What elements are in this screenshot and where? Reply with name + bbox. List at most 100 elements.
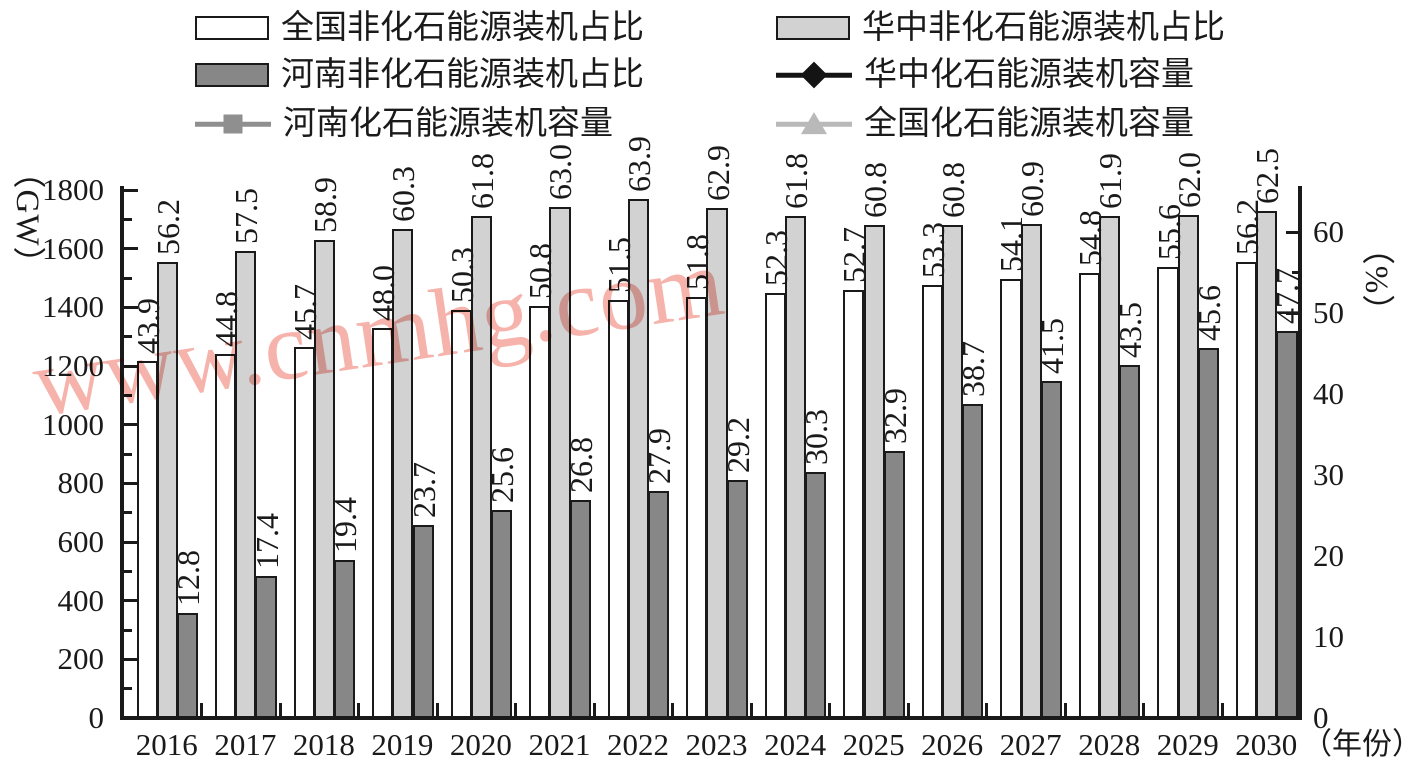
bar-value-label: 52.7 (836, 227, 873, 284)
right-axis-tick-label: 50 (1313, 295, 1344, 330)
x-axis-year-label: 2022 (607, 727, 669, 762)
bar-national-2027 (1000, 278, 1022, 718)
bar-henan-2029 (1197, 347, 1220, 718)
bar-value-label: 60.8 (856, 161, 893, 218)
right-axis-tick-label: 10 (1313, 619, 1344, 654)
bar-value-label: 23.7 (405, 462, 442, 519)
bar-value-label: 60.9 (1013, 160, 1050, 217)
legend-label: 河南化石能源装机容量 (283, 106, 613, 142)
bar-national-2026 (921, 285, 944, 718)
x-axis-year-label: 2023 (685, 727, 748, 762)
bar-national-2028 (1078, 273, 1101, 718)
bar-value-label: 12.8 (170, 550, 206, 607)
bar-value-label: 48.0 (365, 265, 402, 322)
square-icon (223, 114, 243, 134)
x-axis-tick (1142, 703, 1146, 716)
bar-value-label: 45.6 (1190, 284, 1227, 341)
bar-henan-2017 (255, 576, 277, 718)
bar-value-label: 32.9 (876, 387, 913, 444)
x-axis-line (120, 716, 1302, 720)
legend-label: 全国非化石能源装机占比 (281, 10, 644, 46)
bar-national-2025 (843, 290, 865, 718)
left-axis-tick-label: 1200 (42, 348, 104, 383)
x-axis-unit-label: （年份） (1302, 728, 1415, 761)
left-axis-tick-label: 400 (57, 582, 105, 618)
right-axis-tick-label: 60 (1313, 214, 1344, 249)
bar-value-label: 43.9 (129, 298, 166, 355)
bar-national-2023 (686, 297, 708, 718)
left-axis-tick-label: 1600 (42, 230, 104, 266)
bar-value-label: 25.6 (484, 446, 521, 503)
left-axis-major-tick (123, 305, 138, 309)
bar-value-label: 61.8 (778, 153, 815, 210)
left-axis-tick-label: 0 (88, 700, 105, 735)
bar-national-2030 (1235, 261, 1258, 718)
bar-huazhong-2025 (863, 224, 885, 718)
bar-national-2021 (529, 305, 551, 718)
x-axis-year-label: 2030 (1235, 727, 1298, 762)
x-axis-tick (592, 703, 596, 716)
bar-huazhong-2023 (706, 207, 728, 718)
bar-value-label: 26.8 (562, 436, 599, 493)
bar-huazhong-2021 (549, 206, 571, 718)
legend-item-4: 河南化石能源装机容量 (195, 106, 613, 142)
x-axis-year-label: 2027 (999, 727, 1062, 762)
bar-value-label: 19.4 (327, 496, 364, 553)
bar-value-label: 60.8 (935, 161, 972, 218)
bar-huazhong-2029 (1177, 214, 1199, 718)
bar-value-label: 43.5 (1112, 301, 1149, 358)
x-axis-tick (671, 703, 675, 716)
left-axis-tick-label: 1000 (42, 406, 104, 442)
legend-marker-line-diamond (776, 61, 852, 89)
x-axis-year-label: 2019 (371, 727, 434, 762)
bar-value-label: 51.8 (679, 234, 716, 291)
right-axis-spine (1298, 186, 1302, 720)
left-axis-major-tick (123, 423, 138, 427)
left-axis-tick-label: 200 (57, 641, 105, 677)
left-axis-minor-tick (123, 335, 132, 339)
bar-value-label: 58.9 (306, 176, 343, 233)
bar-henan-2022 (648, 491, 670, 718)
legend-label: 全国化石能源装机容量 (864, 106, 1194, 142)
bar-national-2020 (450, 309, 472, 718)
left-axis-major-tick (123, 481, 138, 485)
left-axis-major-tick (123, 540, 138, 544)
left-axis-major-tick (123, 599, 138, 603)
left-axis-minor-tick (123, 628, 132, 632)
x-axis-year-label: 2017 (214, 727, 277, 762)
x-axis-tick (200, 703, 204, 716)
bar-national-2024 (764, 293, 786, 718)
bar-henan-2026 (962, 403, 984, 718)
legend-marker-line-triangle (776, 110, 852, 138)
triangle-icon (801, 112, 827, 135)
bar-value-label: 50.8 (522, 242, 559, 299)
bar-huazhong-2026 (942, 224, 964, 718)
bar-value-label: 63.9 (621, 136, 657, 193)
legend-label: 华中非化石能源装机占比 (862, 10, 1225, 46)
bar-value-label: 30.3 (798, 408, 835, 465)
bar-henan-2019 (412, 525, 434, 718)
bar-value-label: 61.8 (463, 153, 500, 210)
x-axis-year-label: 2018 (292, 727, 355, 762)
x-axis-year-label: 2029 (1156, 727, 1219, 762)
legend-swatch-rect (195, 63, 269, 87)
left-axis-major-tick (123, 364, 138, 368)
x-axis-tick (357, 703, 361, 716)
legend-item-3: 华中化石能源装机容量 (776, 57, 1194, 93)
bar-huazhong-2030 (1256, 210, 1278, 718)
legend-item-5: 全国化石能源装机容量 (776, 106, 1194, 142)
legend-item-1: 华中非化石能源装机占比 (776, 10, 1225, 46)
bar-value-label: 55.6 (1150, 203, 1187, 260)
legend-item-2: 河南非化石能源装机占比 (195, 57, 644, 93)
right-axis-tick-label: 20 (1313, 538, 1344, 573)
bar-value-label: 29.2 (719, 417, 756, 474)
bar-huazhong-2018 (313, 239, 335, 718)
x-axis-year-label: 2028 (1078, 727, 1141, 762)
bar-henan-2018 (333, 559, 356, 718)
right-axis-minor-tick (1292, 271, 1301, 274)
bar-value-label: 63.0 (542, 143, 579, 200)
bar-huazhong-2020 (470, 216, 493, 718)
bar-huazhong-2027 (1020, 223, 1042, 718)
left-axis-minor-tick (123, 511, 132, 515)
